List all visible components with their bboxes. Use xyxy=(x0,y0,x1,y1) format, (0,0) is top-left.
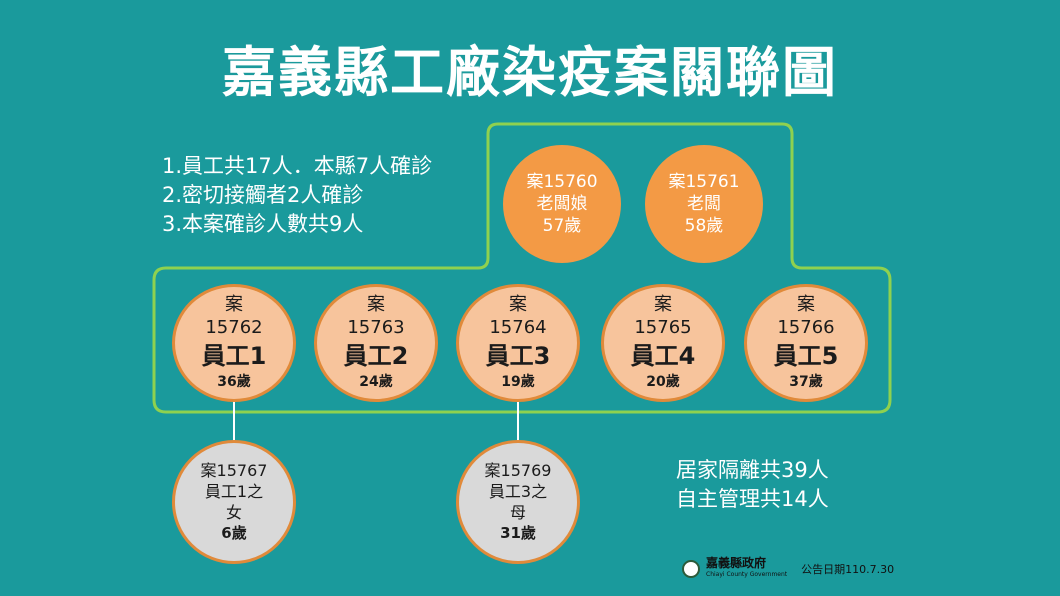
cluster-outline xyxy=(152,122,892,414)
case-age: 6歲 xyxy=(221,524,247,542)
note-line: 1.員工共17人．本縣7人確診 xyxy=(162,154,433,178)
case-age: 24歲 xyxy=(359,374,393,390)
case-circle-family-mother: 案15769 員工3之 母 31歲 xyxy=(456,440,580,564)
case-circle-boss-lady: 案15760 老闆娘 57歲 xyxy=(503,145,621,263)
case-circle-boss: 案15761 老闆 58歲 xyxy=(645,145,763,263)
case-circle-employee-2: 案 15763 員工2 24歲 xyxy=(314,284,438,402)
case-age: 31歲 xyxy=(500,524,536,542)
case-role: 老闆 xyxy=(687,194,721,214)
case-circle-employee-4: 案 15765 員工4 20歲 xyxy=(601,284,725,402)
case-age: 36歲 xyxy=(217,374,251,390)
case-age: 19歲 xyxy=(501,374,535,390)
summary-notes: 1.員工共17人．本縣7人確診 2.密切接觸者2人確診 3.本案確診人數共9人 xyxy=(162,152,432,239)
case-number: 案15760 xyxy=(526,172,598,192)
case-circle-employee-5: 案 15766 員工5 37歲 xyxy=(744,284,868,402)
case-circle-family-daughter: 案15767 員工1之 女 6歲 xyxy=(172,440,296,564)
case-role: 老闆娘 xyxy=(536,194,588,214)
case-number: 案15767 xyxy=(200,461,268,480)
case-role: 員工5 xyxy=(773,342,839,370)
government-name: 嘉義縣政府 Chiayi County Government xyxy=(706,556,788,580)
announcement-date: 公告日期110.7.30 xyxy=(801,563,895,576)
case-role: 員工3 xyxy=(485,342,551,370)
case-label: 案 xyxy=(797,294,815,315)
case-relation: 員工1之 xyxy=(204,482,264,501)
case-number: 15762 xyxy=(205,317,263,338)
case-number: 案15761 xyxy=(668,172,740,192)
note-line: 2.密切接觸者2人確診 xyxy=(162,183,364,207)
footer: 嘉義縣政府 Chiayi County Government 公告日期110.7… xyxy=(682,556,894,582)
case-number: 15764 xyxy=(489,317,547,338)
case-circle-employee-1: 案 15762 員工1 36歲 xyxy=(172,284,296,402)
case-label: 案 xyxy=(367,294,385,315)
home-quarantine-count: 居家隔離共39人 xyxy=(676,458,829,482)
case-role: 員工2 xyxy=(343,342,409,370)
note-line: 3.本案確診人數共9人 xyxy=(162,212,364,236)
case-role: 員工4 xyxy=(630,342,696,370)
case-age: 37歲 xyxy=(789,374,823,390)
case-number: 15765 xyxy=(634,317,692,338)
government-name-en: Chiayi County Government xyxy=(706,571,788,578)
case-relation: 女 xyxy=(225,503,242,522)
case-age: 57歲 xyxy=(542,216,582,236)
case-circle-employee-3: 案 15764 員工3 19歲 xyxy=(456,284,580,402)
case-label: 案 xyxy=(654,294,672,315)
case-label: 案 xyxy=(509,294,527,315)
page-title: 嘉義縣工廠染疫案關聯圖 xyxy=(222,41,838,104)
case-relation: 員工3之 xyxy=(488,482,548,501)
case-relation: 母 xyxy=(509,503,526,522)
case-number: 15763 xyxy=(347,317,405,338)
case-role: 員工1 xyxy=(201,342,267,370)
self-management-count: 自主管理共14人 xyxy=(676,487,829,511)
government-name-zh: 嘉義縣政府 xyxy=(706,556,767,570)
case-age: 20歲 xyxy=(646,374,680,390)
case-age: 58歲 xyxy=(684,216,724,236)
case-number: 15766 xyxy=(777,317,835,338)
case-label: 案 xyxy=(225,294,243,315)
case-number: 案15769 xyxy=(484,461,552,480)
quarantine-summary: 居家隔離共39人 自主管理共14人 xyxy=(676,456,829,514)
county-logo-icon xyxy=(682,560,700,578)
